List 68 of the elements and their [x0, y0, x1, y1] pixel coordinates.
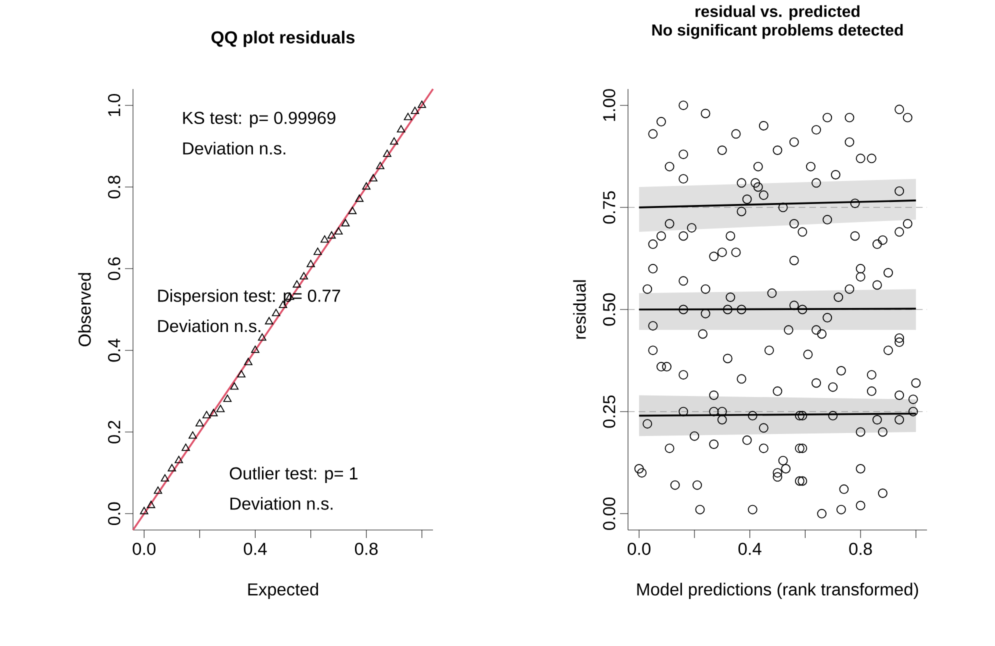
- point: [320, 235, 329, 243]
- point: [196, 419, 204, 426]
- point: [355, 194, 364, 202]
- point: [223, 394, 232, 402]
- x-tick-label: 0.0: [628, 542, 650, 555]
- point: [264, 317, 274, 324]
- y-tick-label: 1.0: [108, 94, 120, 116]
- point: [168, 464, 176, 472]
- x-tick-label: 0.8: [849, 542, 872, 555]
- x-axis-title: Model predictions (rank transformed): [637, 582, 918, 599]
- point: [362, 182, 371, 190]
- point: [251, 346, 260, 353]
- point: [348, 206, 357, 214]
- point: [202, 410, 211, 418]
- point: [300, 272, 308, 280]
- point: [341, 219, 350, 226]
- x-tick-label: 0.4: [244, 542, 267, 555]
- y-tick-label: 1.00: [603, 89, 616, 121]
- point: [369, 174, 378, 182]
- point: [404, 112, 412, 120]
- x-tick-label: 0.4: [738, 542, 762, 555]
- y-tick-label: 0.2: [108, 420, 120, 444]
- y-tick-label: 0.6: [108, 257, 120, 280]
- point: [258, 333, 266, 341]
- point: [292, 280, 302, 288]
- point: [182, 444, 190, 451]
- x-tick-label: 0.0: [132, 542, 156, 555]
- annotation: Deviation n.s.: [183, 142, 286, 155]
- annotation: Deviation n.s.: [230, 497, 332, 510]
- point: [146, 500, 156, 508]
- y-tick-label: 0.4: [108, 338, 120, 362]
- point: [306, 260, 315, 268]
- point: [396, 125, 406, 132]
- point: [327, 231, 336, 239]
- y-tick-label: 0.75: [603, 191, 616, 224]
- annotation: Deviation n.s.: [158, 319, 260, 332]
- point: [154, 486, 162, 494]
- point: [188, 431, 197, 439]
- y-axis-title: Observed: [78, 273, 91, 346]
- point: [410, 106, 420, 114]
- point: [272, 308, 280, 316]
- y-tick-label: 0.0: [108, 502, 120, 526]
- point: [174, 456, 183, 464]
- point: [230, 382, 239, 390]
- point: [314, 248, 322, 255]
- y-tick-label: 0.25: [603, 395, 616, 428]
- point: [237, 370, 246, 378]
- point: [140, 506, 148, 514]
- chart-subtitle: No significant problems detected: [652, 24, 903, 39]
- y-axis-title: residual: [573, 280, 586, 339]
- point: [334, 227, 343, 235]
- point: [390, 137, 398, 145]
- point: [418, 100, 426, 108]
- x-tick-label: 0.8: [354, 542, 378, 555]
- annotation: KS test: p= 0.99969: [183, 112, 336, 128]
- y-tick-label: 0.00: [603, 497, 616, 530]
- x-axis-title: Expected: [248, 582, 318, 599]
- point: [209, 408, 218, 416]
- point: [160, 474, 170, 482]
- annotation: Outlier test: p= 1: [230, 466, 358, 483]
- chart-title: residual vs. predicted: [696, 5, 860, 20]
- point: [244, 358, 252, 366]
- point: [383, 150, 392, 157]
- y-tick-label: 0.50: [603, 293, 616, 326]
- point: [376, 162, 384, 170]
- chart-title: QQ plot residuals: [211, 30, 355, 47]
- point: [216, 404, 225, 412]
- y-tick-label: 0.8: [108, 176, 120, 198]
